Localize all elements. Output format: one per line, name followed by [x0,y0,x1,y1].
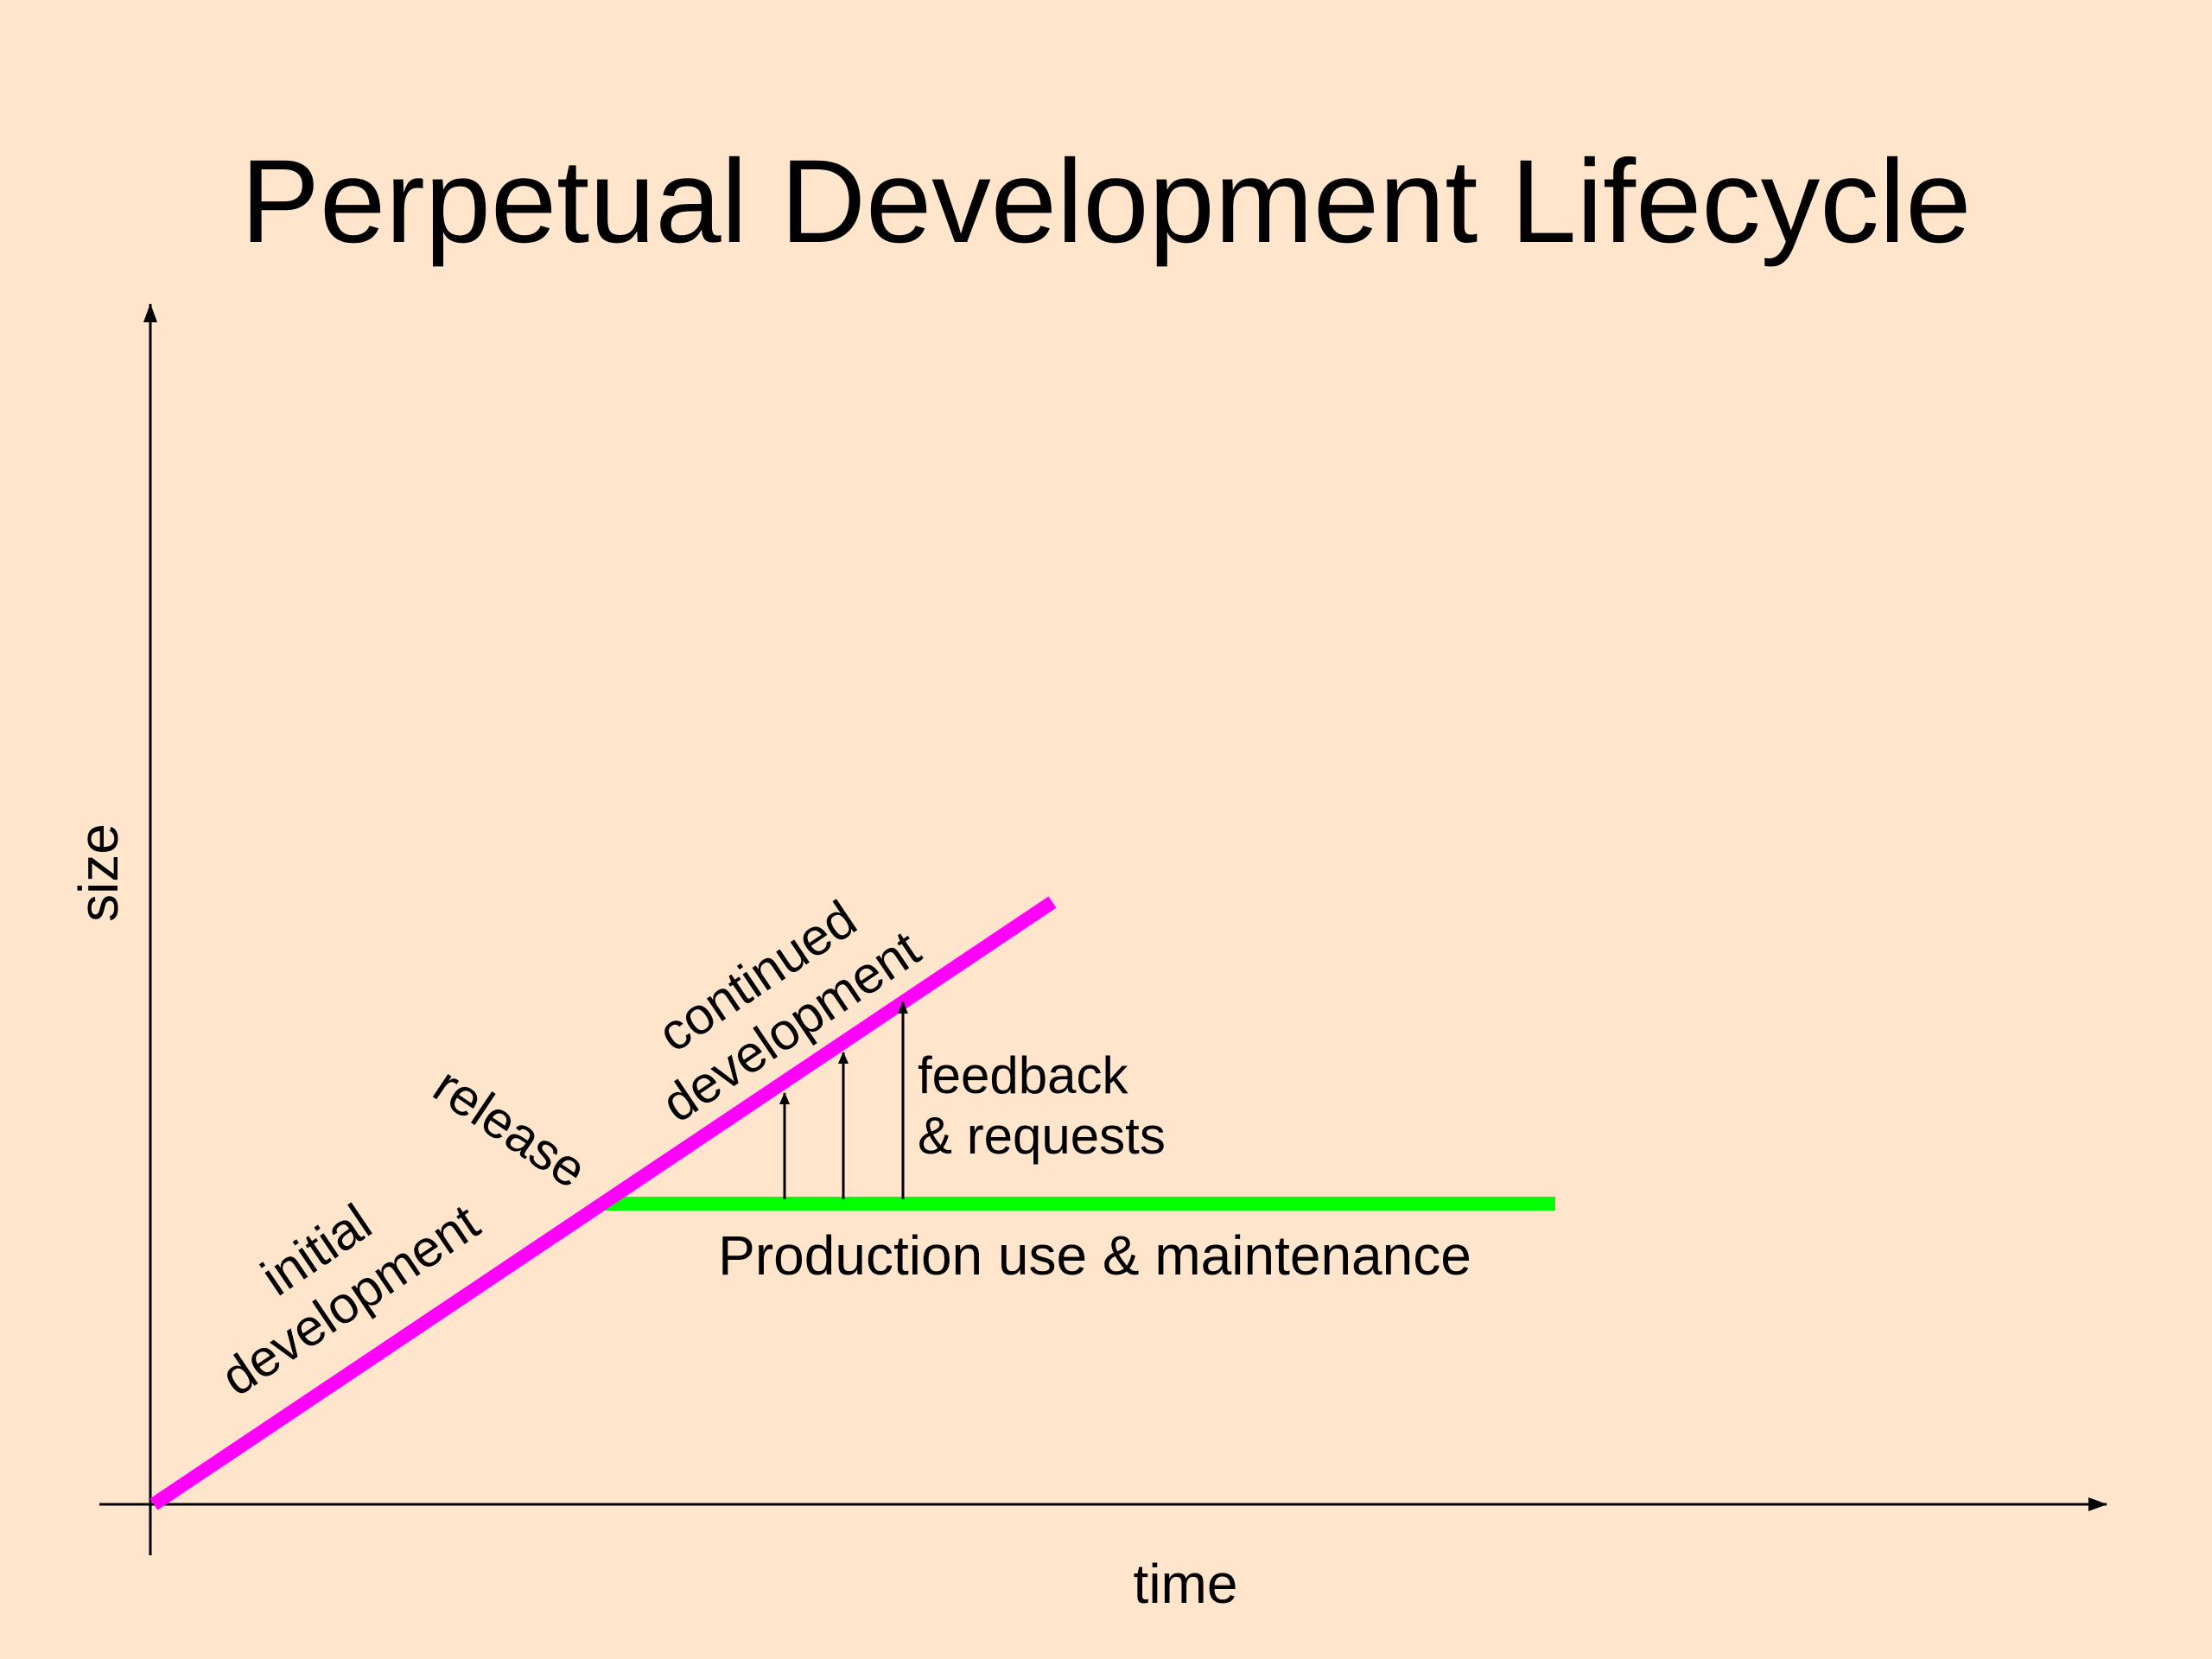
release-label: release [423,1056,597,1199]
production-label: Production use & maintenance [718,1224,1471,1287]
x-axis-label: time [1134,1553,1238,1615]
feedback-label-line2: & requests [918,1107,1166,1165]
initial-development-label: initial development [211,1192,490,1407]
feedback-label-line1: feedback [918,1046,1129,1104]
y-axis-label: size [67,823,130,922]
slide-title: Perpetual Development Lifecycle [240,136,1972,268]
